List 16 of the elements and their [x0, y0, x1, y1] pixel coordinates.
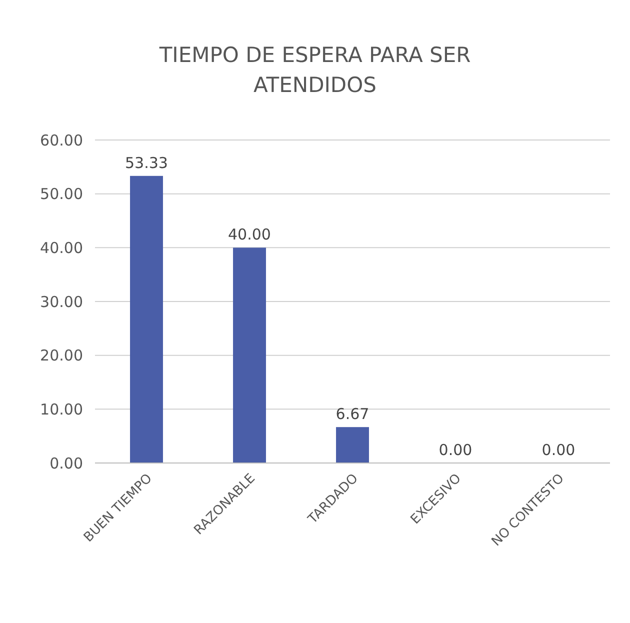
y-tick-label: 20.00 [40, 346, 83, 365]
bar [130, 176, 163, 463]
y-tick-label: 0.00 [50, 454, 83, 472]
data-label: 0.00 [438, 441, 472, 459]
data-label: 53.33 [125, 154, 168, 172]
y-tick-label: 60.00 [40, 131, 83, 150]
bar [336, 427, 369, 463]
chart-title: TIEMPO DE ESPERA PARA SER ATENDIDOS [158, 43, 471, 97]
y-tick-label: 40.00 [40, 238, 83, 257]
y-tick-label: 30.00 [40, 292, 83, 311]
data-label: 0.00 [542, 441, 576, 459]
y-tick-label: 10.00 [40, 400, 83, 418]
y-tick-label: 50.00 [40, 185, 83, 204]
data-label: 40.00 [228, 226, 271, 244]
bar [233, 248, 266, 463]
data-label: 6.67 [336, 405, 370, 424]
